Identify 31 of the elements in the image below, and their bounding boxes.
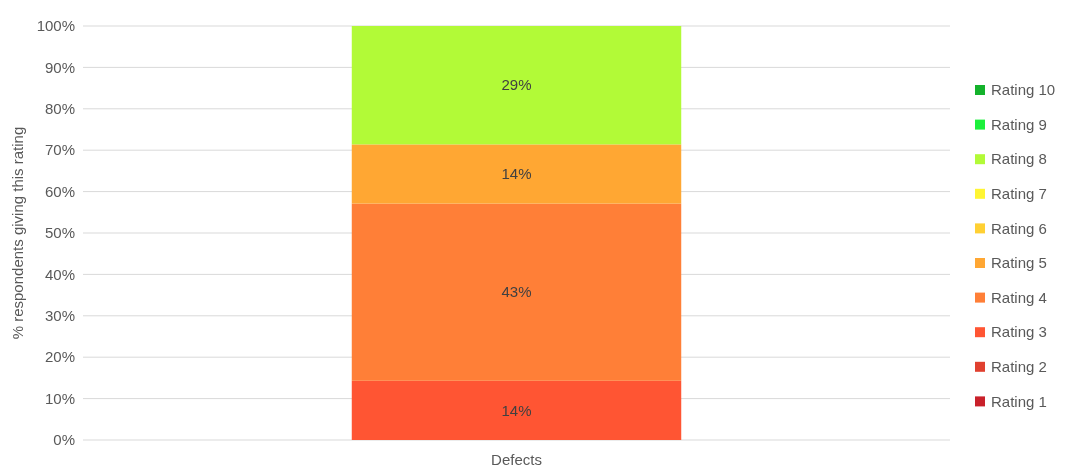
- legend-label: Rating 4: [991, 288, 1047, 306]
- y-tick-label: 20%: [44, 348, 75, 366]
- data-label: 14%: [501, 165, 532, 183]
- legend-label: Rating 2: [991, 358, 1047, 376]
- y-tick-label: 90%: [44, 58, 75, 76]
- data-label: 29%: [501, 76, 532, 94]
- legend-label: Rating 6: [991, 219, 1047, 237]
- y-tick-label: 40%: [44, 265, 75, 283]
- legend-label: Rating 7: [991, 185, 1047, 203]
- data-label: 43%: [501, 283, 532, 301]
- bar: [351, 26, 682, 145]
- legend-label: Rating 8: [991, 150, 1047, 168]
- y-tick-label: 100%: [36, 17, 75, 35]
- y-axis-title: % respondents giving this rating: [9, 126, 26, 340]
- y-tick-label: 50%: [44, 224, 75, 242]
- y-tick-label: 30%: [44, 307, 75, 325]
- y-tick-label: 10%: [44, 389, 75, 407]
- legend-label: Rating 10: [991, 81, 1056, 99]
- bar: [351, 380, 682, 440]
- y-tick-label: 70%: [44, 141, 75, 159]
- legend-label: Rating 1: [991, 392, 1047, 410]
- legend-label: Rating 5: [991, 254, 1047, 272]
- legend-label: Rating 9: [991, 115, 1047, 133]
- legend-label: Rating 3: [991, 323, 1047, 341]
- y-tick-label: 60%: [44, 182, 75, 200]
- data-label: 14%: [501, 401, 532, 419]
- y-tick-label: 0%: [53, 431, 75, 449]
- bar: [351, 144, 682, 204]
- x-tick-label: Defects: [491, 451, 542, 468]
- y-tick-label: 80%: [44, 100, 75, 118]
- bar: [351, 203, 682, 381]
